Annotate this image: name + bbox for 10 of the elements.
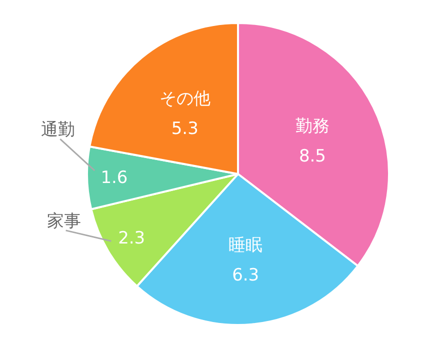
slice-label: その他 [159, 89, 210, 110]
data-label: 8.5 [298, 146, 326, 166]
data-label: 5.3 [171, 119, 198, 140]
data-label: 6.3 [232, 266, 260, 286]
data-label: 1.6 [100, 168, 128, 188]
data-label: 2.3 [118, 228, 146, 248]
slice-label: 通勤 [41, 120, 76, 140]
slice-label: 睡眠 [228, 236, 263, 256]
slice-label: 家事 [46, 211, 81, 232]
slice-label: 勤務 [295, 116, 330, 136]
